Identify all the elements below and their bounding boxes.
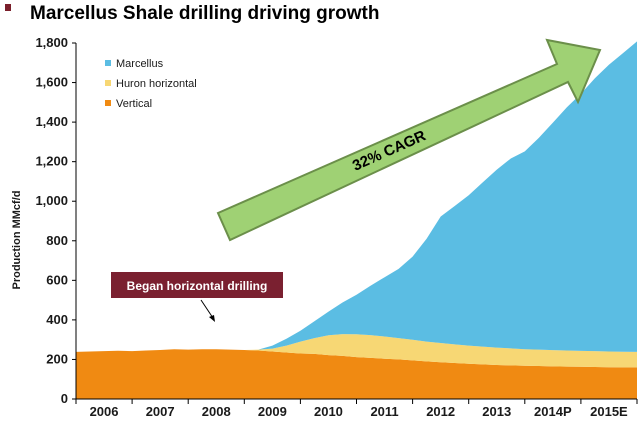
y-tick-label: 400 [46, 312, 68, 327]
y-tick-label: 200 [46, 351, 68, 366]
x-tick-label: 2014P [534, 404, 572, 419]
y-tick-label: 1,200 [35, 154, 68, 169]
legend-item-marcellus: Marcellus [116, 58, 164, 70]
annotation-pointer-head [209, 315, 215, 322]
y-tick-label: 1,600 [35, 75, 68, 90]
legend-item-vertical-swatch [105, 100, 111, 106]
x-tick-label: 2008 [202, 404, 231, 419]
x-tick-label: 2013 [482, 404, 511, 419]
y-axis-label: Production MMcf/d [11, 191, 23, 290]
area-vertical [76, 349, 637, 399]
y-tick-label: 800 [46, 233, 68, 248]
legend-item-huron-horizontal: Huron horizontal [116, 78, 197, 90]
area-marcellus [76, 41, 637, 352]
x-tick-label: 2006 [90, 404, 119, 419]
x-tick-label: 2010 [314, 404, 343, 419]
x-tick-label: 2009 [258, 404, 287, 419]
legend: Marcellus Huron horizontal Vertical [105, 58, 197, 110]
x-tick-label: 2015E [590, 404, 628, 419]
x-tick-label: 2011 [370, 404, 398, 419]
title-bullet [5, 4, 11, 11]
axes: 0 200 400 600 800 1,000 1,200 1,400 1,600 1,800 20… [35, 35, 638, 419]
legend-item-marcellus-swatch [105, 60, 111, 66]
y-tick-label: 1,000 [35, 193, 68, 208]
area-layer [76, 41, 637, 399]
page-title: Marcellus Shale drilling driving growth [30, 3, 379, 24]
x-tick-label: 2012 [426, 404, 455, 419]
y-tick-label: 0 [61, 391, 68, 406]
x-tick-label: 2007 [146, 404, 175, 419]
annotation-label: Began horizontal drilling [127, 279, 268, 293]
area-huron-horizontal [76, 334, 637, 368]
y-tick-label: 1,400 [35, 114, 68, 129]
cagr-arrow-shape [216, 38, 602, 242]
legend-item-huron-horizontal-swatch [105, 80, 111, 86]
annotation-box [111, 272, 283, 298]
annotation-pointer [200, 299, 214, 319]
y-tick-label: 1,800 [35, 35, 68, 50]
legend-item-vertical: Vertical [116, 98, 152, 110]
annotation-began-horizontal: Began horizontal drilling [111, 272, 283, 322]
y-tick-label: 600 [46, 272, 68, 287]
